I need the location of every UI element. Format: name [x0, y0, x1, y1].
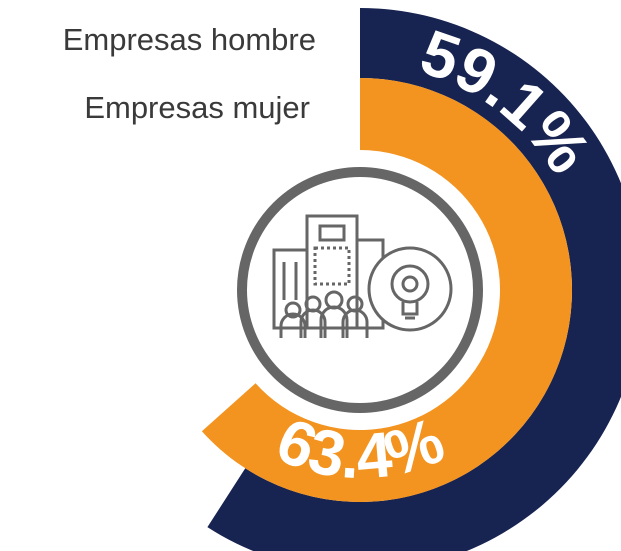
- legend-label: Empresas mujer: [84, 90, 310, 125]
- radial-bar: [201, 78, 572, 502]
- arcs: [201, 8, 621, 551]
- radial-bar: [207, 8, 621, 551]
- value-label: 63.4%: [267, 404, 453, 493]
- value-label-path: 63.4%: [267, 404, 453, 493]
- center-icon: [237, 167, 483, 413]
- legend-label: Empresas hombre: [63, 22, 316, 57]
